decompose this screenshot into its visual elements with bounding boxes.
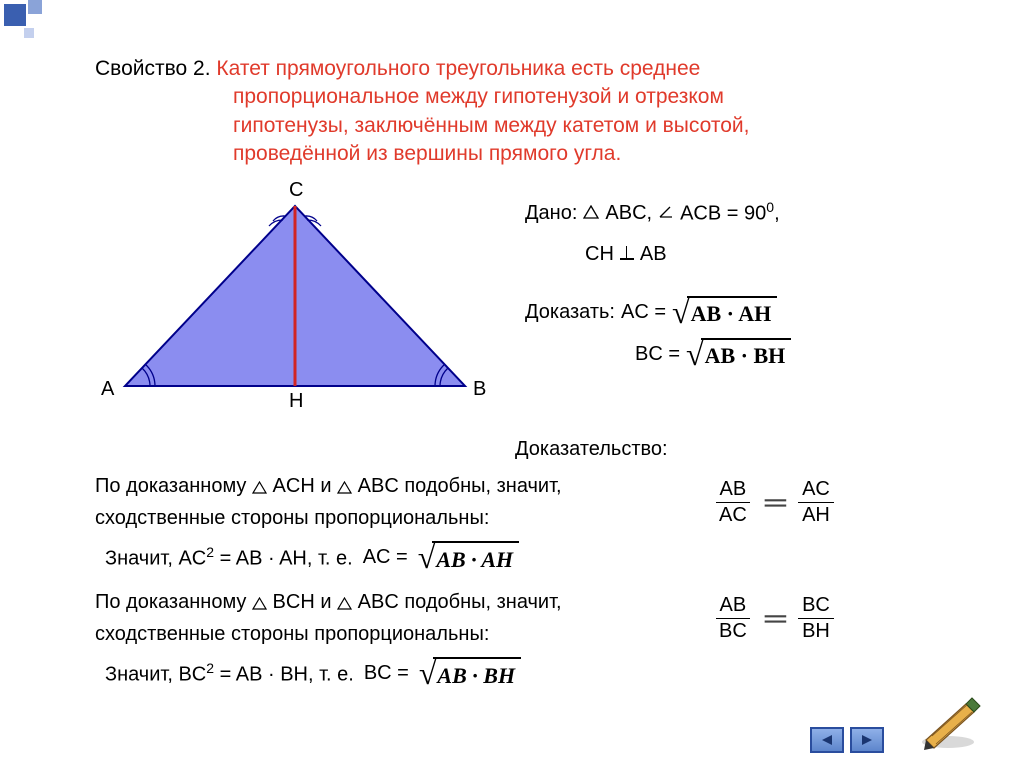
proof-header: Доказательство: bbox=[515, 438, 984, 461]
nav-prev-button[interactable] bbox=[810, 727, 844, 753]
triangle-figure: A B C H bbox=[95, 186, 495, 426]
nav-next-button[interactable] bbox=[850, 727, 884, 753]
nav-buttons bbox=[810, 727, 884, 753]
pencil-icon bbox=[918, 692, 988, 757]
corner-decoration bbox=[0, 0, 60, 50]
property-title: Свойство 2. Катет прямоугольного треугол… bbox=[95, 55, 984, 168]
proportion-2: ABBC ═ BCBH bbox=[715, 594, 834, 643]
proof-body: По доказанному ACH и ABC подобны, значит… bbox=[95, 471, 984, 689]
proportion-1: ABAC ═ ACAH bbox=[715, 478, 834, 527]
given-prove-block: Дано: ABC, ACB = 900, CH AB Доказать: AC… bbox=[525, 186, 791, 378]
